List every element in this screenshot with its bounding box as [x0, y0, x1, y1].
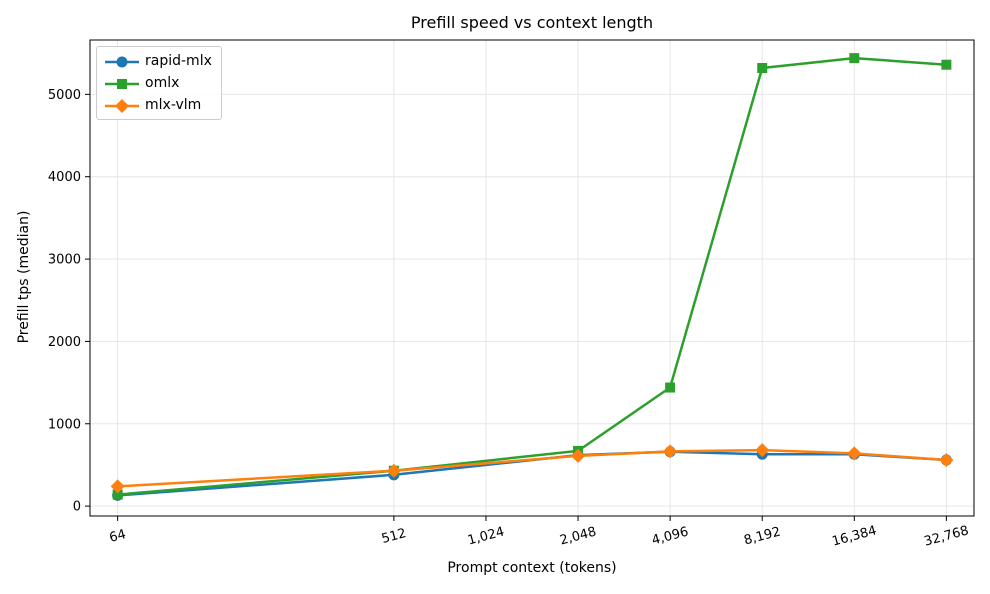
x-tick-label: 32,768 — [923, 523, 971, 549]
x-tick-label: 512 — [380, 526, 408, 547]
x-tick-label: 64 — [108, 527, 128, 546]
y-axis-label: Prefill tps (median) — [16, 210, 32, 344]
x-tick-label: 4,096 — [650, 524, 690, 548]
data-point-omlx — [941, 59, 952, 70]
y-tick-label: 3000 — [48, 253, 81, 268]
y-tick-label: 4000 — [48, 170, 81, 185]
data-point-omlx — [757, 63, 768, 73]
plot-frame — [89, 39, 975, 517]
legend-swatch-mlx-vlm — [105, 99, 139, 113]
data-point-mlx-vlm — [386, 463, 401, 478]
legend-label-mlx-vlm: mlx-vlm — [145, 97, 202, 113]
y-tick-label: 2000 — [48, 335, 81, 350]
data-point-mlx-vlm — [110, 479, 125, 494]
data-point-mlx-vlm — [939, 453, 954, 467]
y-tick-label: 5000 — [48, 88, 81, 103]
x-tick-label: 1,024 — [466, 524, 506, 548]
x-tick-label: 2,048 — [558, 524, 598, 548]
legend-item-mlx-vlm: mlx-vlm — [103, 95, 219, 117]
data-point-omlx — [665, 382, 676, 393]
data-point-mlx-vlm — [755, 443, 770, 458]
series-line-rapid-mlx — [117, 450, 947, 497]
y-tick-label: 1000 — [48, 417, 81, 432]
x-tick-label: 8,192 — [742, 524, 782, 548]
legend-label-rapid-mlx: rapid-mlx — [145, 53, 212, 69]
legend-swatch-omlx — [105, 79, 139, 89]
chart-title: Prefill speed vs context length — [410, 13, 654, 32]
data-point-mlx-vlm — [663, 444, 678, 459]
legend-item-omlx: omlx — [103, 73, 219, 95]
x-axis-label: Prompt context (tokens) — [447, 560, 617, 576]
data-point-mlx-vlm — [847, 446, 862, 461]
series-line-omlx — [117, 56, 947, 496]
legend-label-omlx: omlx — [145, 75, 180, 91]
legend-item-rapid-mlx: rapid-mlx — [103, 51, 219, 73]
legend: rapid-mlx omlx mlx-vlm — [96, 46, 222, 120]
data-point-mlx-vlm — [571, 448, 586, 463]
data-point-omlx — [112, 489, 123, 500]
data-point-omlx — [849, 53, 860, 64]
x-tick-label: 16,384 — [831, 523, 879, 549]
legend-swatch-rapid-mlx — [105, 56, 139, 68]
y-tick-label: 0 — [73, 500, 81, 515]
